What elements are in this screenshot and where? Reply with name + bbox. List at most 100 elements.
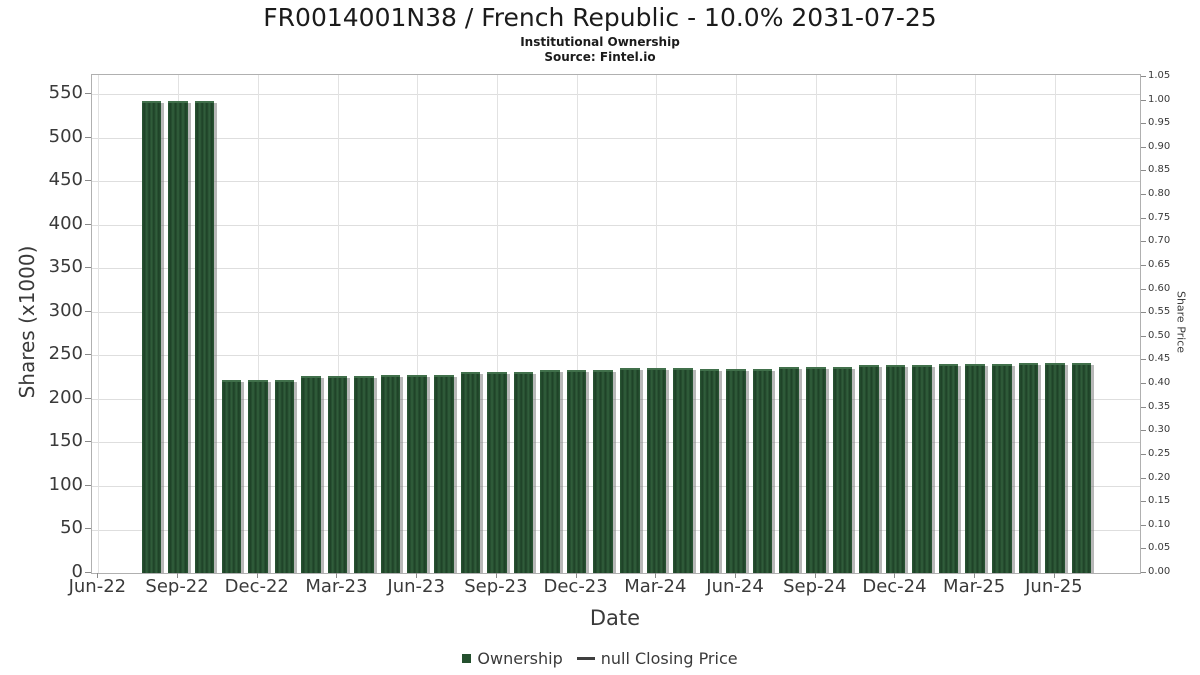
bar-Jan-24[interactable]	[593, 370, 613, 573]
y-right-tick-mark	[1141, 123, 1146, 125]
y-right-tick-label: 0.90	[1148, 140, 1171, 152]
y-right-tick-mark	[1141, 359, 1146, 361]
bar-Feb-25[interactable]	[938, 364, 959, 573]
bar-Jun-24[interactable]	[726, 369, 746, 573]
y-left-tick-label: 150	[48, 430, 83, 452]
x-tick-mark	[336, 573, 338, 578]
y-right-tick-label: 0.20	[1148, 471, 1171, 483]
y-right-tick-mark	[1141, 170, 1146, 172]
bar-Jul-25[interactable]	[1071, 363, 1092, 573]
bar-Jun-25[interactable]	[1045, 363, 1065, 573]
y-left-tick-label: 450	[48, 169, 83, 191]
chart-source: Source: Fintel.io	[544, 50, 656, 64]
bar-Mar-24[interactable]	[646, 367, 667, 573]
bar-Sep-22[interactable]	[168, 101, 188, 573]
bar-Sep-23[interactable]	[487, 371, 507, 573]
legend-item-closing-price[interactable]: null Closing Price	[576, 649, 738, 668]
x-tick-mark	[735, 573, 737, 578]
x-tick-label: Dec-23	[543, 576, 608, 597]
y-left-tick-label: 350	[48, 256, 83, 278]
x-tick-label: Jun-25	[1025, 576, 1083, 597]
bar-Feb-24[interactable]	[620, 367, 640, 573]
bar-Dec-23[interactable]	[566, 370, 587, 573]
y-left-tick-mark	[85, 136, 91, 138]
x-tick-mark	[894, 573, 896, 578]
gridline-h	[92, 529, 1140, 531]
y-right-tick-mark	[1141, 241, 1146, 243]
y-right-tick-label: 0.75	[1148, 211, 1171, 223]
legend-item-ownership[interactable]: Ownership	[462, 648, 563, 668]
y-right-tick-mark	[1141, 453, 1146, 455]
gridline-h	[92, 442, 1140, 444]
x-tick-label: Jun-23	[387, 576, 445, 597]
y-left-tick-mark	[85, 310, 91, 312]
y-left-tick-mark	[85, 93, 91, 95]
bar-Jan-25[interactable]	[912, 364, 932, 573]
gridline-v	[98, 75, 100, 573]
gridline-v	[736, 75, 737, 573]
x-tick-mark	[256, 573, 258, 578]
gridline-v	[337, 75, 339, 573]
y-right-tick-mark	[1141, 99, 1146, 101]
bar-May-25[interactable]	[1018, 363, 1039, 573]
x-tick-label: Mar-23	[305, 576, 368, 597]
legend-label-ownership: Ownership	[477, 648, 563, 668]
x-tick-label: Jun-22	[68, 576, 127, 597]
y-axis-title-right: Share Price	[1174, 290, 1188, 354]
y-right-tick-label: 0.55	[1148, 306, 1171, 318]
y-left-tick-label: 100	[48, 473, 83, 495]
y-left-tick-mark	[85, 223, 91, 225]
x-tick-label: Sep-22	[145, 576, 209, 597]
bar-Dec-24[interactable]	[885, 364, 906, 573]
bar-Mar-25[interactable]	[965, 364, 985, 573]
gridline-v	[1054, 75, 1056, 573]
y-right-tick-label: 0.00	[1148, 566, 1171, 577]
bar-Oct-22[interactable]	[194, 101, 215, 573]
y-left-tick-mark	[85, 441, 91, 443]
bar-Aug-22[interactable]	[141, 101, 162, 573]
x-tick-label: Dec-24	[862, 576, 927, 597]
y-left-tick-mark	[85, 354, 91, 356]
bar-Sep-24[interactable]	[806, 366, 826, 573]
bar-Aug-24[interactable]	[779, 366, 799, 573]
bar-Nov-24[interactable]	[859, 364, 879, 573]
gridline-h	[92, 398, 1140, 400]
x-tick-label: Sep-23	[464, 576, 528, 597]
y-right-tick-mark	[1141, 524, 1146, 526]
y-right-tick-mark	[1141, 288, 1146, 290]
y-right-tick-mark	[1141, 501, 1146, 503]
y-left-tick-mark	[85, 572, 91, 573]
x-tick-label: Sep-24	[783, 576, 847, 597]
gridline-h	[92, 137, 1140, 139]
gridline-h	[92, 94, 1140, 96]
y-right-tick-mark	[1141, 146, 1146, 148]
x-tick-label: Jun-24	[706, 576, 764, 597]
bar-Apr-24[interactable]	[673, 367, 693, 573]
bar-Apr-23[interactable]	[354, 376, 374, 573]
y-left-tick-mark	[85, 484, 91, 486]
bar-Aug-23[interactable]	[460, 371, 481, 573]
y-left-tick-label: 550	[48, 82, 83, 104]
gridline-h	[92, 181, 1140, 183]
bar-May-24[interactable]	[699, 369, 720, 573]
bar-Jul-23[interactable]	[434, 374, 454, 573]
bar-Apr-25[interactable]	[992, 364, 1012, 573]
bar-Dec-22[interactable]	[248, 379, 268, 573]
x-tick-mark	[416, 573, 418, 578]
x-tick-mark	[177, 573, 179, 578]
bar-Mar-23[interactable]	[327, 376, 348, 573]
gridline-h	[92, 355, 1140, 357]
gridline-v	[656, 75, 658, 573]
bar-Nov-23[interactable]	[540, 370, 560, 573]
bar-Oct-24[interactable]	[832, 366, 853, 573]
y-left-tick-label: 250	[48, 343, 83, 365]
bar-Jan-23[interactable]	[274, 379, 295, 573]
bar-Feb-23[interactable]	[301, 376, 321, 573]
bar-Nov-22[interactable]	[221, 379, 241, 573]
bar-Jul-24[interactable]	[752, 369, 773, 573]
bar-May-23[interactable]	[380, 374, 401, 573]
bar-Oct-23[interactable]	[513, 371, 534, 573]
plot-area	[91, 74, 1141, 574]
bar-Jun-23[interactable]	[407, 374, 427, 573]
y-right-tick-label: 0.15	[1148, 495, 1171, 507]
